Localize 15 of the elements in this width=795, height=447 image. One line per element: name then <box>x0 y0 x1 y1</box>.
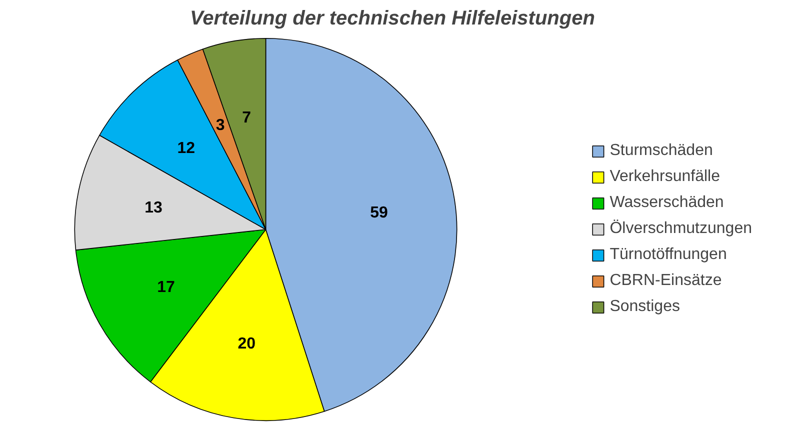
data-label: 13 <box>144 199 162 216</box>
data-label: 59 <box>370 204 388 222</box>
legend-label: Verkehrsunfälle <box>610 168 720 186</box>
chart-title: Verteilung der technischen Hilfeleistungen <box>190 8 595 30</box>
data-label: 20 <box>238 336 256 353</box>
legend-label: Sturmschäden <box>610 142 713 160</box>
data-label: 7 <box>242 109 252 126</box>
data-label: 3 <box>216 117 225 134</box>
data-label: 12 <box>177 140 196 157</box>
legend-label: CBRN-Einsätze <box>610 272 722 290</box>
legend-label: Ölverschmutzungen <box>610 220 752 238</box>
data-label: 17 <box>157 279 175 296</box>
legend-label: Sonstiges <box>610 298 680 316</box>
legend-label: Wasserschäden <box>610 194 724 212</box>
legend-label: Türnotöffnungen <box>610 246 727 264</box>
